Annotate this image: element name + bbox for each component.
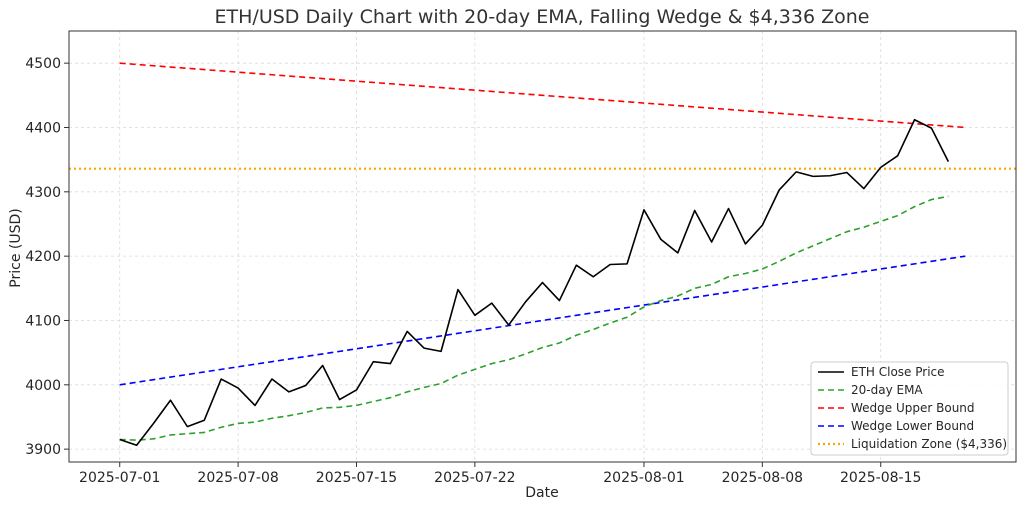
y-tick-label: 4300 [25, 185, 61, 201]
y-tick-label: 4100 [25, 313, 61, 329]
series-layer [119, 62, 966, 447]
legend: ETH Close Price 20-day EMA Wedge Upper Bou… [810, 361, 1009, 456]
axis-layer: 2025-07-01 2025-07-08 2025-07-15 2025-07-22… [25, 56, 921, 486]
x-tick-label: 2025-08-08 [722, 470, 803, 486]
y-tick-label: 4200 [25, 249, 61, 265]
x-tick-label: 2025-07-08 [197, 470, 278, 486]
y-axis-label: Price (USD) [8, 208, 24, 287]
grid-layer [69, 31, 1016, 462]
y-tick-label: 3900 [25, 442, 61, 458]
legend-label-eth-close-price-line: ETH Close Price [851, 365, 945, 379]
wedge-upper-bound-line [119, 62, 966, 129]
y-tick-label: 4500 [25, 56, 61, 72]
x-tick-label: 2025-08-01 [603, 470, 684, 486]
x-tick-label: 2025-08-15 [840, 470, 921, 486]
x-tick-label: 2025-07-22 [434, 470, 515, 486]
y-tick-label: 4000 [25, 378, 61, 394]
wedge-lower-bound-line [119, 255, 966, 386]
x-tick-label: 2025-07-15 [316, 470, 397, 486]
legend-label-wedge-upper-bound-line: Wedge Upper Bound [851, 401, 975, 415]
y-tick-label: 4400 [25, 120, 61, 136]
legend-label-ema-20-line: 20-day EMA [851, 383, 923, 397]
chart-title: ETH/USD Daily Chart with 20-day EMA, Fal… [215, 6, 870, 28]
eth-close-price-line [119, 118, 950, 447]
ema-20-line [119, 195, 949, 441]
x-tick-label: 2025-07-01 [79, 470, 160, 486]
x-axis-label: Date [525, 485, 558, 501]
legend-label-liquidation-zone: Liquidation Zone ($4,336) [851, 437, 1007, 451]
legend-box [810, 361, 1009, 456]
legend-label-wedge-lower-bound-line: Wedge Lower Bound [851, 419, 974, 433]
plot-frame [68, 30, 1017, 463]
